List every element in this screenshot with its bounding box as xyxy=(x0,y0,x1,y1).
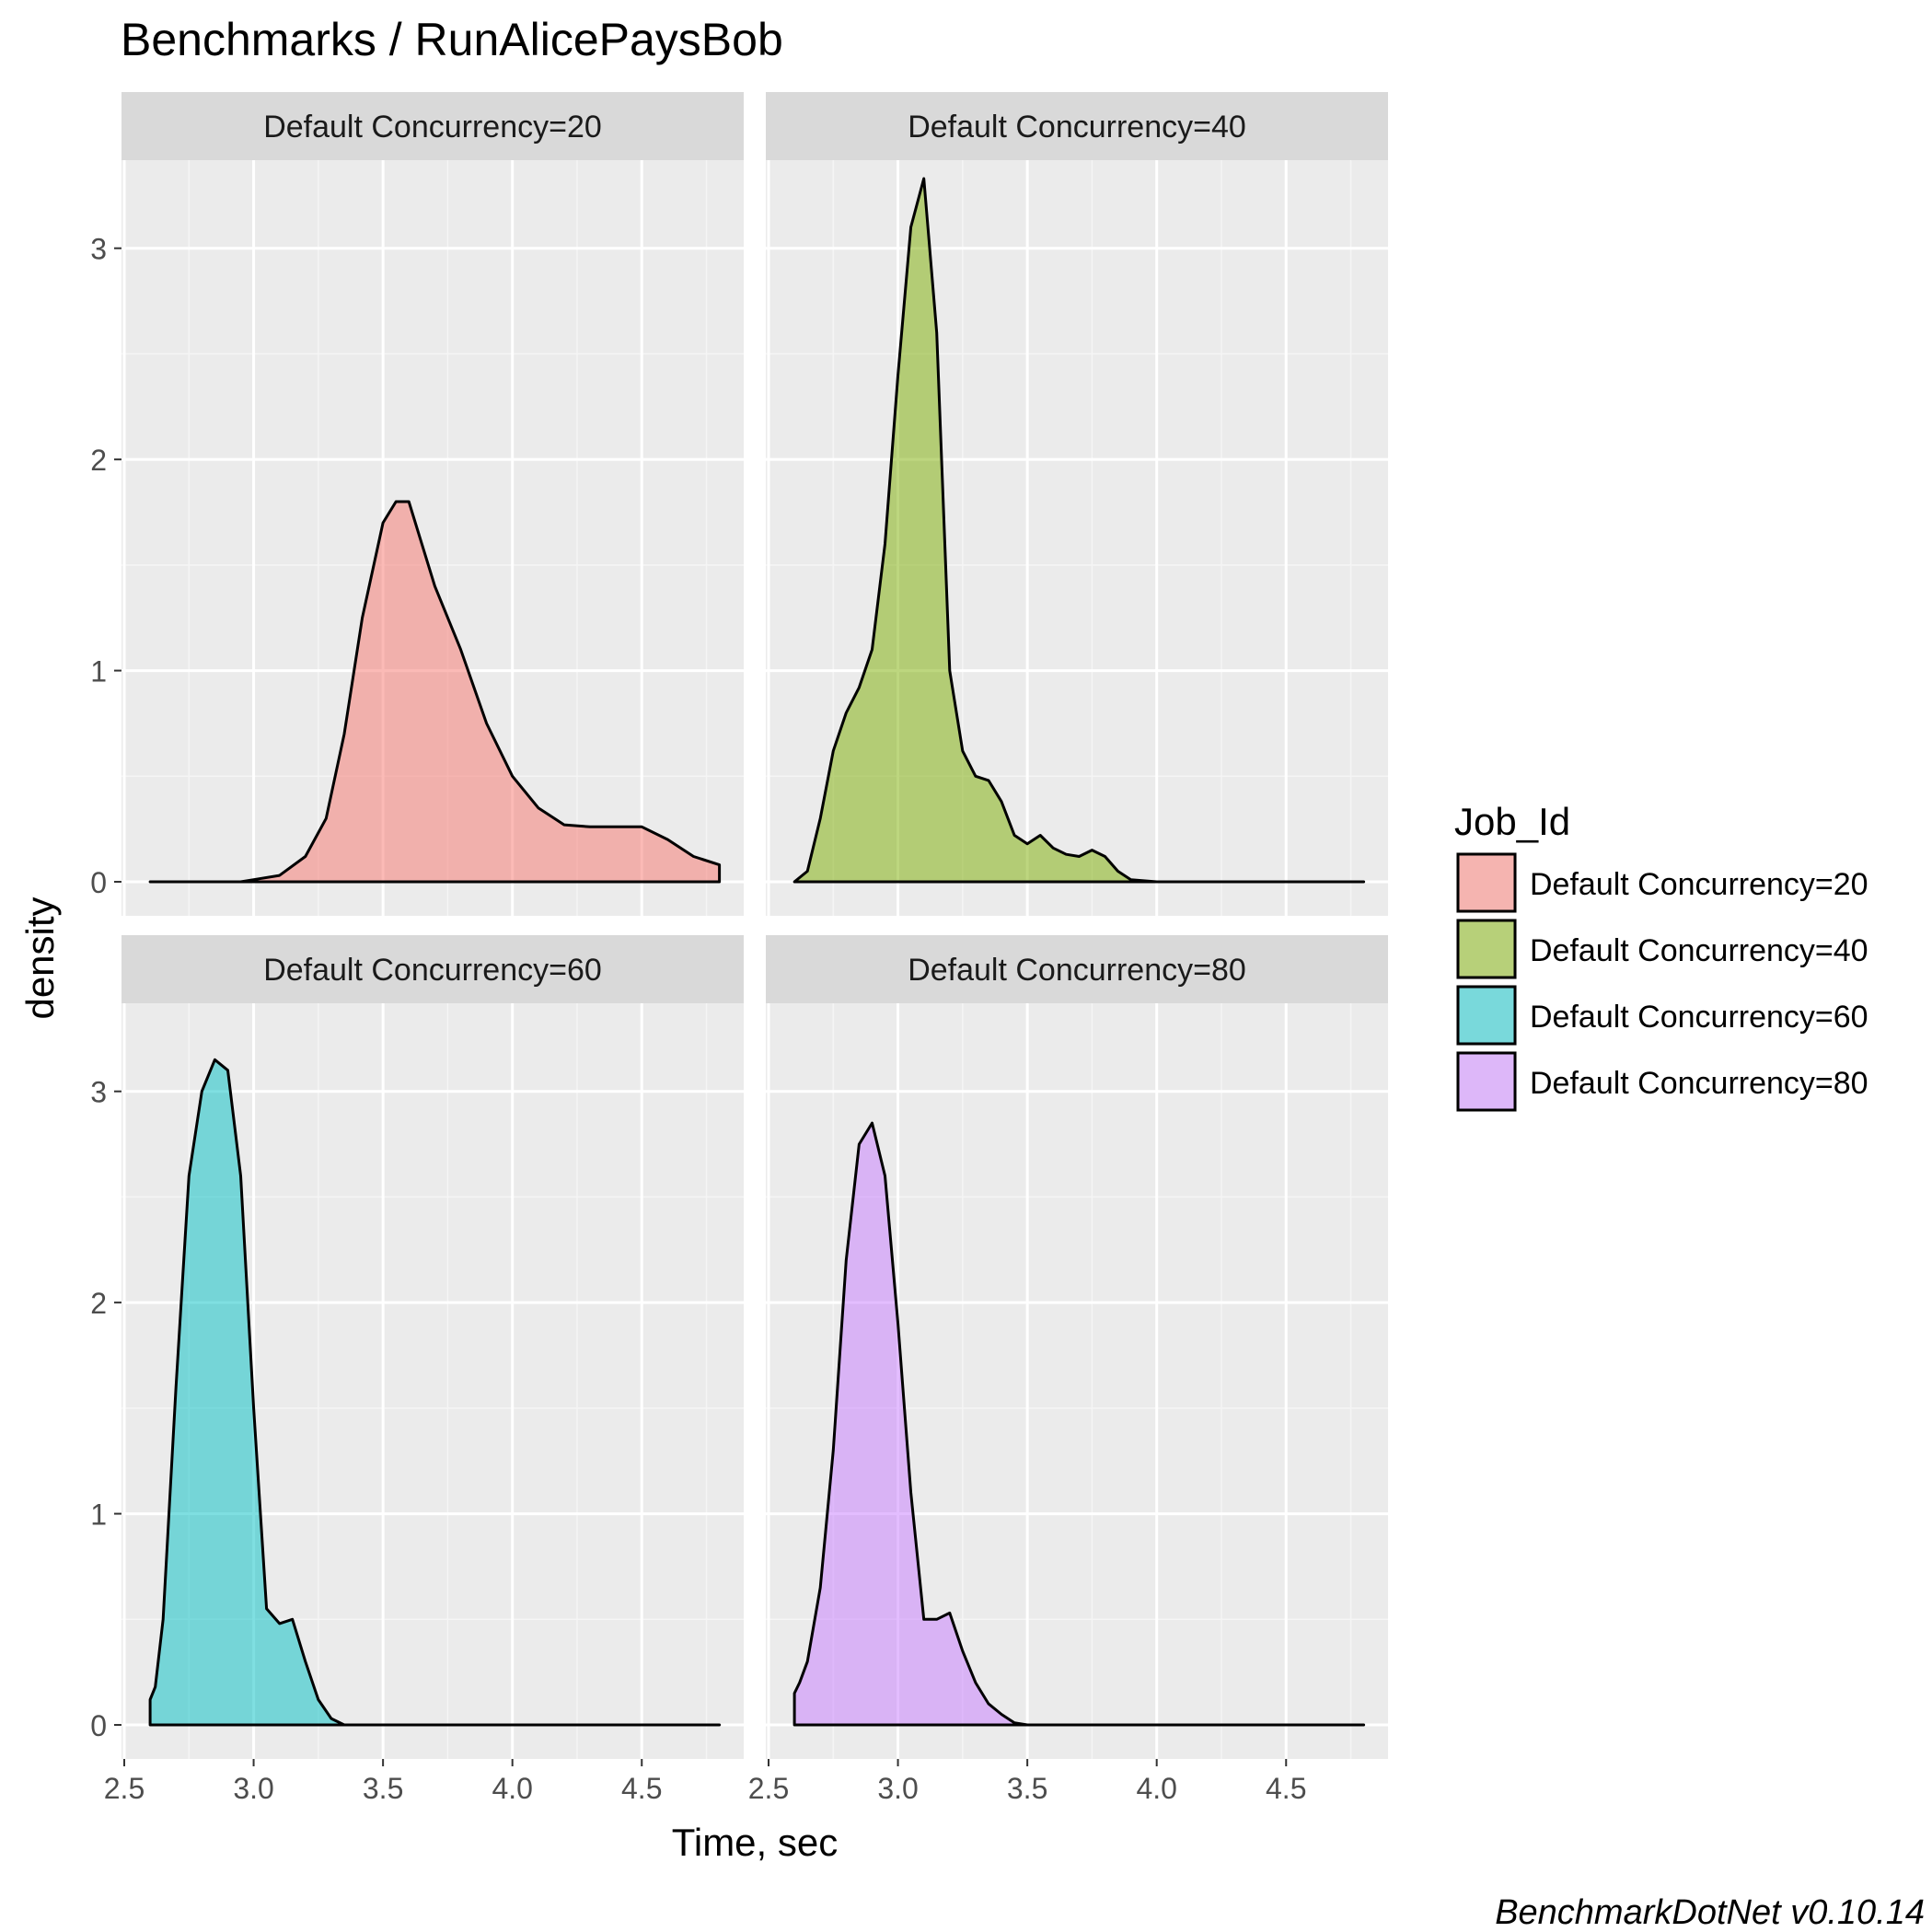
x-tick-label: 3.5 xyxy=(363,1772,403,1805)
density-area xyxy=(148,1058,722,1727)
legend-label: Default Concurrency=40 xyxy=(1530,933,1868,968)
y-tick-label: 1 xyxy=(90,1498,107,1532)
legend-label: Default Concurrency=60 xyxy=(1530,1000,1868,1035)
x-tick-label: 4.5 xyxy=(1266,1772,1306,1805)
facet-panel: Default Concurrency=80 2.5 3.0 3.5 4.0 4.5 xyxy=(748,935,1388,1805)
x-tick-label: 4.0 xyxy=(1136,1772,1176,1805)
facet-strip xyxy=(121,935,744,1003)
y-tick-label: 2 xyxy=(90,1287,107,1320)
y-tick-label: 1 xyxy=(90,655,107,688)
legend-label: Default Concurrency=80 xyxy=(1530,1066,1868,1101)
x-tick-label: 3.0 xyxy=(233,1772,273,1805)
facet-strip xyxy=(121,92,744,160)
legend-swatch xyxy=(1456,985,1517,1046)
x-tick-label: 2.5 xyxy=(104,1772,145,1805)
facet-strip-label: Default Concurrency=60 xyxy=(263,953,602,988)
legend-swatch xyxy=(1456,852,1517,913)
chart-title: Benchmarks / RunAlicePaysBob xyxy=(121,14,783,65)
x-tick-label: 4.0 xyxy=(492,1772,532,1805)
y-axis-label: density xyxy=(18,897,62,1019)
legend-title: Job_Id xyxy=(1454,800,1570,843)
facet-panel: Default Concurrency=40 xyxy=(766,92,1388,916)
x-axis-label: Time, sec xyxy=(672,1821,838,1864)
x-tick-label: 3.0 xyxy=(877,1772,918,1805)
facet-strip-label: Default Concurrency=20 xyxy=(263,110,602,145)
legend-swatch xyxy=(1456,1051,1517,1112)
y-tick-label: 0 xyxy=(90,866,107,899)
facet-strip-label: Default Concurrency=80 xyxy=(908,953,1246,988)
facet-strip xyxy=(766,935,1388,1003)
facet-panel: Default Concurrency=60 0 1 2 3 2.5 3.0 3.5 4.0 4.… xyxy=(90,935,744,1805)
legend-swatch xyxy=(1456,919,1517,979)
density-area xyxy=(792,1121,1366,1727)
x-tick-label: 4.5 xyxy=(621,1772,662,1805)
facet-panel: Default Concurrency=20 0 1 2 3 xyxy=(90,92,744,916)
y-tick-label: 0 xyxy=(90,1709,107,1742)
density-area xyxy=(148,500,722,884)
facet-strip xyxy=(766,92,1388,160)
y-tick-label: 3 xyxy=(90,1076,107,1109)
y-tick-label: 3 xyxy=(90,233,107,266)
legend-label: Default Concurrency=20 xyxy=(1530,867,1868,902)
y-tick-label: 2 xyxy=(90,444,107,477)
x-tick-label: 3.5 xyxy=(1007,1772,1047,1805)
legend-keys: Default Concurrency=20 Default Concurrenc… xyxy=(1456,852,1868,1112)
caption: BenchmarkDotNet v0.10.14 xyxy=(1495,1893,1925,1932)
x-tick-label: 2.5 xyxy=(748,1772,789,1805)
facet-strip-label: Default Concurrency=40 xyxy=(908,110,1246,145)
density-area xyxy=(792,177,1366,884)
